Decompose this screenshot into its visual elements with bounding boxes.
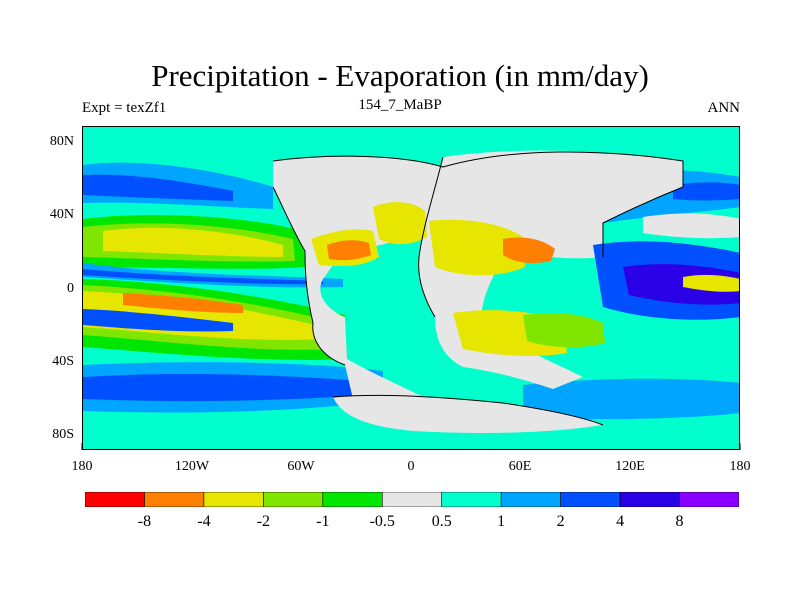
colorbar-swatch	[85, 492, 145, 507]
colorbar-swatch	[619, 492, 680, 507]
colorbar-swatch	[263, 492, 324, 507]
colorbar-swatch	[203, 492, 264, 507]
colorbar-label: -4	[197, 513, 210, 530]
colorbar-swatch	[381, 492, 443, 507]
itcz-core	[83, 269, 323, 285]
colorbar-label: 2	[557, 513, 565, 530]
south-east-band	[523, 378, 739, 420]
colorbar-label: 8	[676, 513, 684, 530]
colorbar-label: -0.5	[370, 513, 395, 530]
colorbar-label: 1	[497, 513, 505, 530]
colorbar-swatch	[679, 492, 739, 507]
lon-tick-label: 60W	[287, 459, 315, 474]
colorbar-labels: -8 -4 -2 -1 -0.5 0.5 1 2 4 8	[138, 513, 684, 530]
north-america-dry-core	[327, 240, 371, 261]
pacific-warm-pool-core	[623, 264, 739, 305]
colorbar-label: -1	[316, 513, 329, 530]
north-pacific-neutral	[643, 213, 739, 239]
lon-tick-label: 120E	[615, 459, 645, 474]
lon-tick-label: 60E	[509, 459, 532, 474]
colorbar-swatch	[322, 492, 383, 507]
southern-ocean-core	[83, 374, 363, 402]
colorbar-swatch	[560, 492, 621, 507]
season-label: ANN	[707, 100, 741, 116]
map-title: Precipitation - Evaporation (in mm/day)	[151, 58, 649, 93]
lat-tick-label: 40S	[52, 354, 74, 369]
north-pacific-core	[83, 174, 233, 201]
sahara-dry	[429, 219, 525, 276]
colorbar-label: 4	[616, 513, 624, 530]
lon-tick-label: 180	[730, 459, 751, 474]
australia-dry	[523, 313, 605, 348]
north-subtropic-driest	[103, 227, 283, 257]
colorbar-swatch	[144, 492, 205, 507]
lat-tick-label: 80N	[50, 134, 74, 149]
lon-tick-label: 180	[72, 459, 93, 474]
lat-tick-label: 0	[67, 281, 74, 296]
lat-tick-label: 80S	[52, 427, 74, 442]
south-pacific-dry-core	[123, 293, 243, 313]
east-pacific-dry-streak	[683, 274, 739, 292]
lon-tick-label: 120W	[175, 459, 210, 474]
time-label: 154_7_MaBP	[358, 97, 442, 113]
colorbar-swatch	[500, 492, 561, 507]
lat-tick-label: 40N	[50, 207, 74, 222]
south-pacific-wet-streak	[83, 309, 233, 332]
africa-eurasia-landmass	[418, 150, 683, 389]
sahara-dry-core	[503, 237, 555, 263]
north-east-core	[673, 182, 739, 201]
experiment-label: Expt = texZf1	[82, 100, 167, 116]
coastline	[272, 151, 684, 426]
colorbar-swatch	[441, 492, 502, 507]
colorbar-label: -8	[138, 513, 151, 530]
colorbar-label: -2	[257, 513, 270, 530]
colorbar	[85, 492, 739, 507]
colorbar-label: 0.5	[432, 513, 452, 530]
pme-field	[83, 127, 739, 449]
map-plot	[82, 126, 740, 450]
antarctica-region	[333, 395, 603, 433]
lon-tick-label: 0	[408, 459, 415, 474]
europe-dry	[373, 202, 427, 245]
